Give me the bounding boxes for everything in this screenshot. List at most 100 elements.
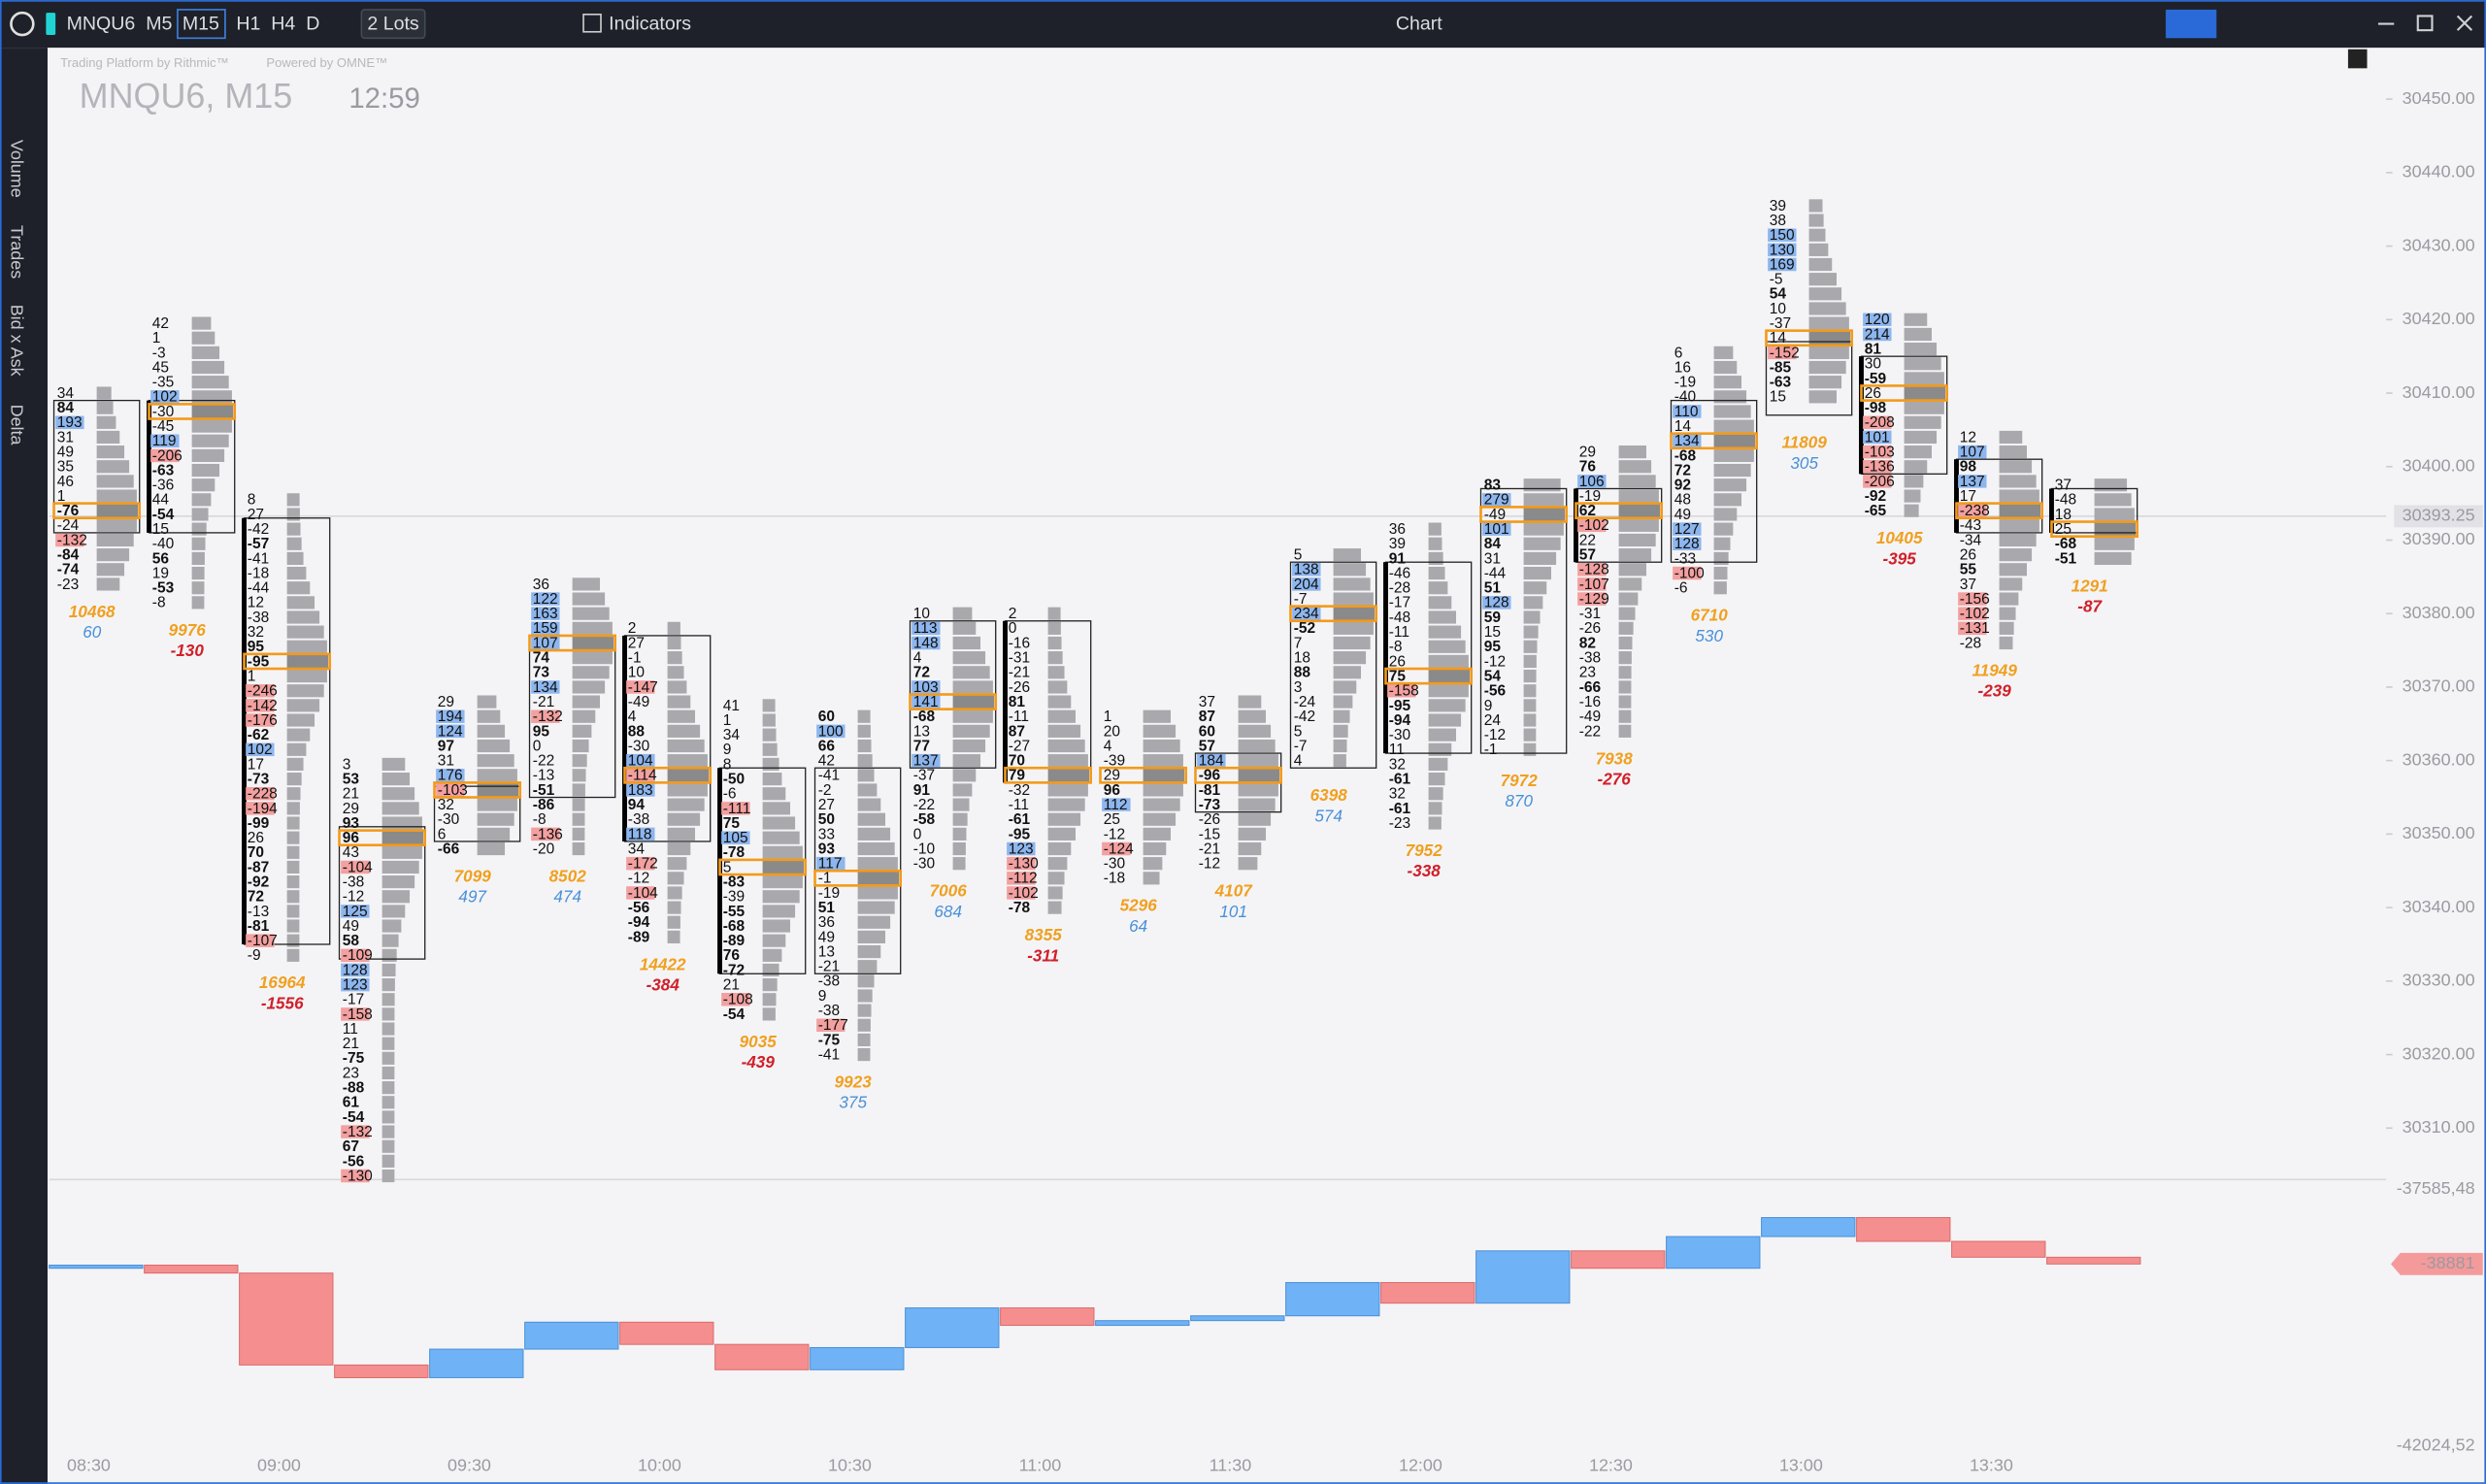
level-delta: -78 (723, 844, 746, 861)
volume-profile-bar (1523, 478, 1561, 492)
level-delta: 54 (1770, 286, 1787, 303)
volume-profile-bar (762, 802, 791, 815)
timeframe-button[interactable]: H4 (271, 14, 295, 35)
level-delta: -27 (1009, 738, 1030, 754)
volume-profile-bar (1047, 709, 1077, 723)
candle-volume: 7952 (1406, 841, 1443, 860)
level-delta: -33 (1674, 550, 1696, 567)
level-delta: -6 (1674, 580, 1688, 597)
level-highlight (1007, 872, 1036, 885)
level-highlight (531, 827, 560, 841)
lots-box[interactable] (360, 9, 426, 40)
level-delta: -68 (723, 918, 746, 935)
level-delta: -94 (1389, 712, 1411, 729)
candle-volume: 1291 (2072, 576, 2108, 595)
poc-box (52, 502, 142, 520)
level-delta: 110 (1674, 404, 1699, 420)
level-delta: 79 (1009, 768, 1026, 784)
volume-profile-bar (952, 783, 973, 797)
level-delta: -30 (913, 856, 936, 873)
level-highlight (1292, 563, 1321, 577)
candle-volume: 7972 (1501, 771, 1539, 790)
level-delta: 29 (1104, 768, 1120, 784)
delta-candle (810, 1346, 905, 1370)
volume-profile-bar (1428, 684, 1469, 698)
volume-profile-bar (1904, 342, 1938, 356)
level-delta: 103 (913, 679, 939, 696)
level-delta: 104 (628, 753, 653, 770)
volume-profile-bar (857, 841, 895, 856)
level-highlight (531, 709, 560, 723)
level-delta: 42 (818, 753, 835, 770)
timeframe-button[interactable]: M5 (146, 14, 172, 35)
volume-profile-bar (191, 434, 229, 447)
volume-profile-bar (667, 812, 701, 826)
volume-profile-bar (1999, 518, 2039, 532)
level-delta: -21 (533, 694, 554, 710)
level-delta: 49 (343, 918, 359, 935)
close[interactable] (2456, 15, 2473, 31)
volume-profile-bar (1047, 783, 1088, 797)
scroll-button[interactable] (2347, 49, 2368, 69)
indicators[interactable]: Indicators (609, 14, 691, 35)
lots[interactable]: 2 Lots (367, 14, 419, 35)
volume-profile-bar (1523, 551, 1557, 566)
candle-body (52, 399, 141, 534)
level-delta: -84 (57, 547, 80, 564)
volume-profile-bar (2094, 537, 2135, 550)
volume-profile-bar (667, 798, 705, 811)
level-delta: 67 (343, 1138, 359, 1155)
level-delta: -58 (913, 811, 936, 828)
level-delta: 2 (628, 620, 637, 637)
volume-profile-bar (1238, 857, 1258, 871)
sidebar-tab[interactable]: Delta (8, 405, 27, 445)
candle-delta: 497 (458, 887, 487, 907)
volume-profile-bar (286, 654, 329, 669)
maximize[interactable] (2416, 15, 2434, 32)
level-delta: -81 (1199, 782, 1221, 799)
level-highlight (626, 856, 655, 871)
level-delta: -7 (1294, 591, 1308, 608)
level-delta: 97 (438, 738, 454, 754)
candle-volume: 9923 (835, 1072, 873, 1091)
level-delta: 27 (628, 635, 645, 651)
level-delta: -68 (1674, 447, 1697, 464)
timeframe-button[interactable]: M15 (182, 14, 219, 35)
sidebar-tab[interactable]: Volume (8, 140, 27, 198)
volume-profile-bar (477, 709, 501, 723)
level-delta: 25 (2055, 521, 2072, 538)
level-delta: -16 (1009, 635, 1030, 651)
timeframe-button[interactable]: D (306, 14, 319, 35)
logo[interactable] (10, 11, 35, 37)
volume-profile-bar (762, 816, 796, 830)
volume-profile-bar (952, 724, 990, 738)
volume-profile-bar (477, 841, 506, 856)
volume-profile-bar (286, 845, 300, 859)
volume-profile-bar (857, 886, 898, 900)
delta-candle (334, 1364, 429, 1378)
level-delta: 163 (533, 606, 558, 622)
level-delta: 32 (1389, 756, 1406, 773)
level-delta: 137 (1960, 474, 1985, 490)
volume-profile-bar (952, 798, 970, 811)
level-delta: -63 (152, 462, 175, 478)
indicators-icon[interactable] (582, 14, 602, 33)
volume-profile-bar (477, 739, 511, 753)
volume-profile-bar (1238, 724, 1272, 738)
level-delta: 51 (818, 900, 836, 916)
level-highlight (626, 886, 655, 900)
volume-profile-bar (1428, 772, 1445, 786)
level-highlight (626, 783, 655, 797)
level-delta: -98 (1865, 400, 1887, 416)
symbol[interactable]: MNQU6 (67, 14, 136, 35)
timeframe-button[interactable]: H1 (236, 14, 260, 35)
sidebar-tab[interactable]: Bid x Ask (8, 305, 27, 377)
window-title: Chart (1396, 14, 1442, 35)
level-delta: -45 (152, 418, 174, 435)
volume-profile-bar (286, 699, 320, 712)
level-delta: 1 (248, 668, 256, 684)
level-delta: -54 (723, 1006, 746, 1023)
sidebar-tab[interactable]: Trades (8, 225, 27, 279)
screenshot-button[interactable] (2166, 9, 2217, 39)
level-highlight (912, 621, 941, 636)
